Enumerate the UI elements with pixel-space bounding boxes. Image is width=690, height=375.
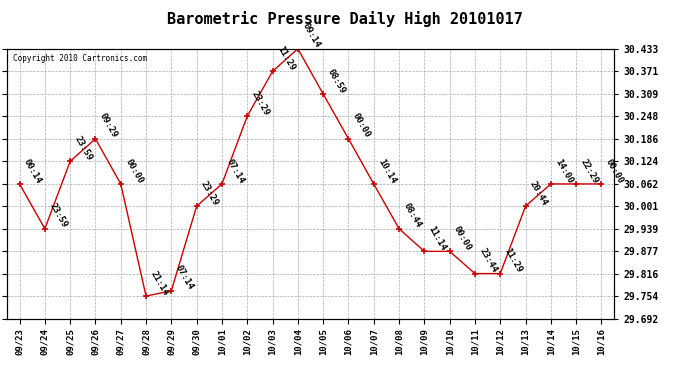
Text: 23:59: 23:59 (48, 202, 68, 229)
Text: 00:00: 00:00 (452, 225, 473, 252)
Text: 08:59: 08:59 (326, 67, 347, 95)
Text: 20:44: 20:44 (528, 179, 549, 207)
Text: 00:00: 00:00 (604, 157, 625, 185)
Text: 14:00: 14:00 (553, 157, 575, 185)
Text: 00:14: 00:14 (22, 157, 43, 185)
Text: Copyright 2010 Cartronics.com: Copyright 2010 Cartronics.com (13, 54, 147, 63)
Text: 07:14: 07:14 (224, 157, 246, 185)
Text: 23:29: 23:29 (250, 89, 271, 117)
Text: 23:29: 23:29 (199, 179, 220, 207)
Text: 08:44: 08:44 (402, 202, 423, 229)
Text: 07:14: 07:14 (174, 264, 195, 292)
Text: 00:00: 00:00 (124, 157, 144, 185)
Text: Barometric Pressure Daily High 20101017: Barometric Pressure Daily High 20101017 (167, 11, 523, 27)
Text: 11:29: 11:29 (503, 247, 524, 274)
Text: 09:14: 09:14 (300, 22, 322, 50)
Text: 00:00: 00:00 (351, 112, 372, 140)
Text: 23:44: 23:44 (477, 247, 499, 274)
Text: 22:29: 22:29 (579, 157, 600, 185)
Text: 23:59: 23:59 (72, 135, 94, 162)
Text: 09:29: 09:29 (98, 112, 119, 140)
Text: 10:14: 10:14 (376, 157, 397, 185)
Text: 11:29: 11:29 (275, 45, 296, 72)
Text: 21:14: 21:14 (148, 269, 170, 297)
Text: 11:14: 11:14 (427, 225, 448, 252)
